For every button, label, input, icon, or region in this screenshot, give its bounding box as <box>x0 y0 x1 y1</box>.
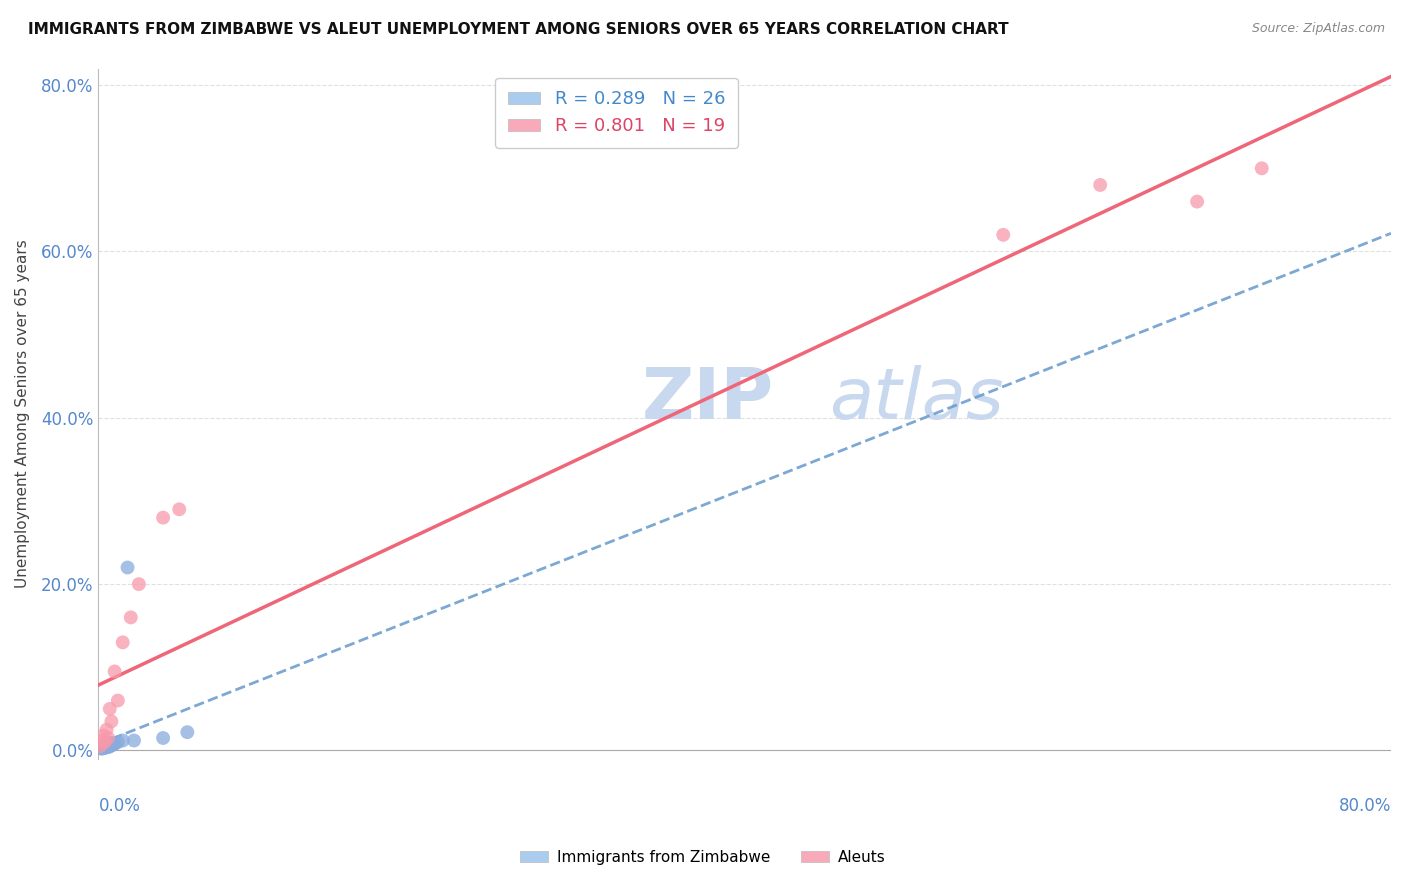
Point <box>104 737 127 751</box>
Point <box>89 741 111 756</box>
Point <box>176 725 198 739</box>
Legend: R = 0.289   N = 26, R = 0.801   N = 19: R = 0.289 N = 26, R = 0.801 N = 19 <box>495 78 738 148</box>
Point <box>94 735 117 749</box>
Point <box>128 577 150 591</box>
Point <box>120 610 142 624</box>
Point <box>90 739 112 754</box>
Point <box>94 741 117 756</box>
Point <box>122 733 145 747</box>
Point <box>100 714 122 729</box>
Point <box>152 510 174 524</box>
Point <box>1185 194 1208 209</box>
Point <box>1250 161 1272 176</box>
Point <box>104 665 127 679</box>
Point <box>91 729 114 743</box>
Point <box>90 733 112 747</box>
Point <box>94 740 117 755</box>
Point <box>993 227 1015 242</box>
Point <box>91 739 114 754</box>
Point <box>101 738 124 752</box>
Text: Source: ZipAtlas.com: Source: ZipAtlas.com <box>1251 22 1385 36</box>
Legend: Immigrants from Zimbabwe, Aleuts: Immigrants from Zimbabwe, Aleuts <box>515 844 891 871</box>
Point <box>152 731 174 745</box>
Text: ZIP: ZIP <box>641 366 773 434</box>
Point <box>107 693 129 707</box>
Point <box>167 502 190 516</box>
Text: 0.0%: 0.0% <box>98 797 141 814</box>
Point <box>97 731 120 745</box>
Text: IMMIGRANTS FROM ZIMBABWE VS ALEUT UNEMPLOYMENT AMONG SENIORS OVER 65 YEARS CORRE: IMMIGRANTS FROM ZIMBABWE VS ALEUT UNEMPL… <box>28 22 1008 37</box>
Point <box>96 737 118 751</box>
Point <box>96 739 118 753</box>
Point <box>117 560 139 574</box>
Y-axis label: Unemployment Among Seniors over 65 years: Unemployment Among Seniors over 65 years <box>15 239 30 588</box>
Point <box>111 635 134 649</box>
Point <box>89 739 111 754</box>
Point <box>91 738 114 752</box>
Point <box>91 741 114 756</box>
Point <box>98 702 121 716</box>
Point <box>96 723 118 737</box>
Point <box>97 738 120 752</box>
Point <box>90 741 112 756</box>
Point <box>98 737 121 751</box>
Point <box>96 740 118 755</box>
Point <box>107 735 129 749</box>
Point <box>97 740 120 755</box>
Point <box>1088 178 1111 192</box>
Point <box>100 736 122 750</box>
Point <box>111 733 134 747</box>
Point <box>100 739 122 753</box>
Text: atlas: atlas <box>828 366 1004 434</box>
Point <box>94 739 117 753</box>
Text: 80.0%: 80.0% <box>1339 797 1391 814</box>
Point <box>98 739 121 754</box>
